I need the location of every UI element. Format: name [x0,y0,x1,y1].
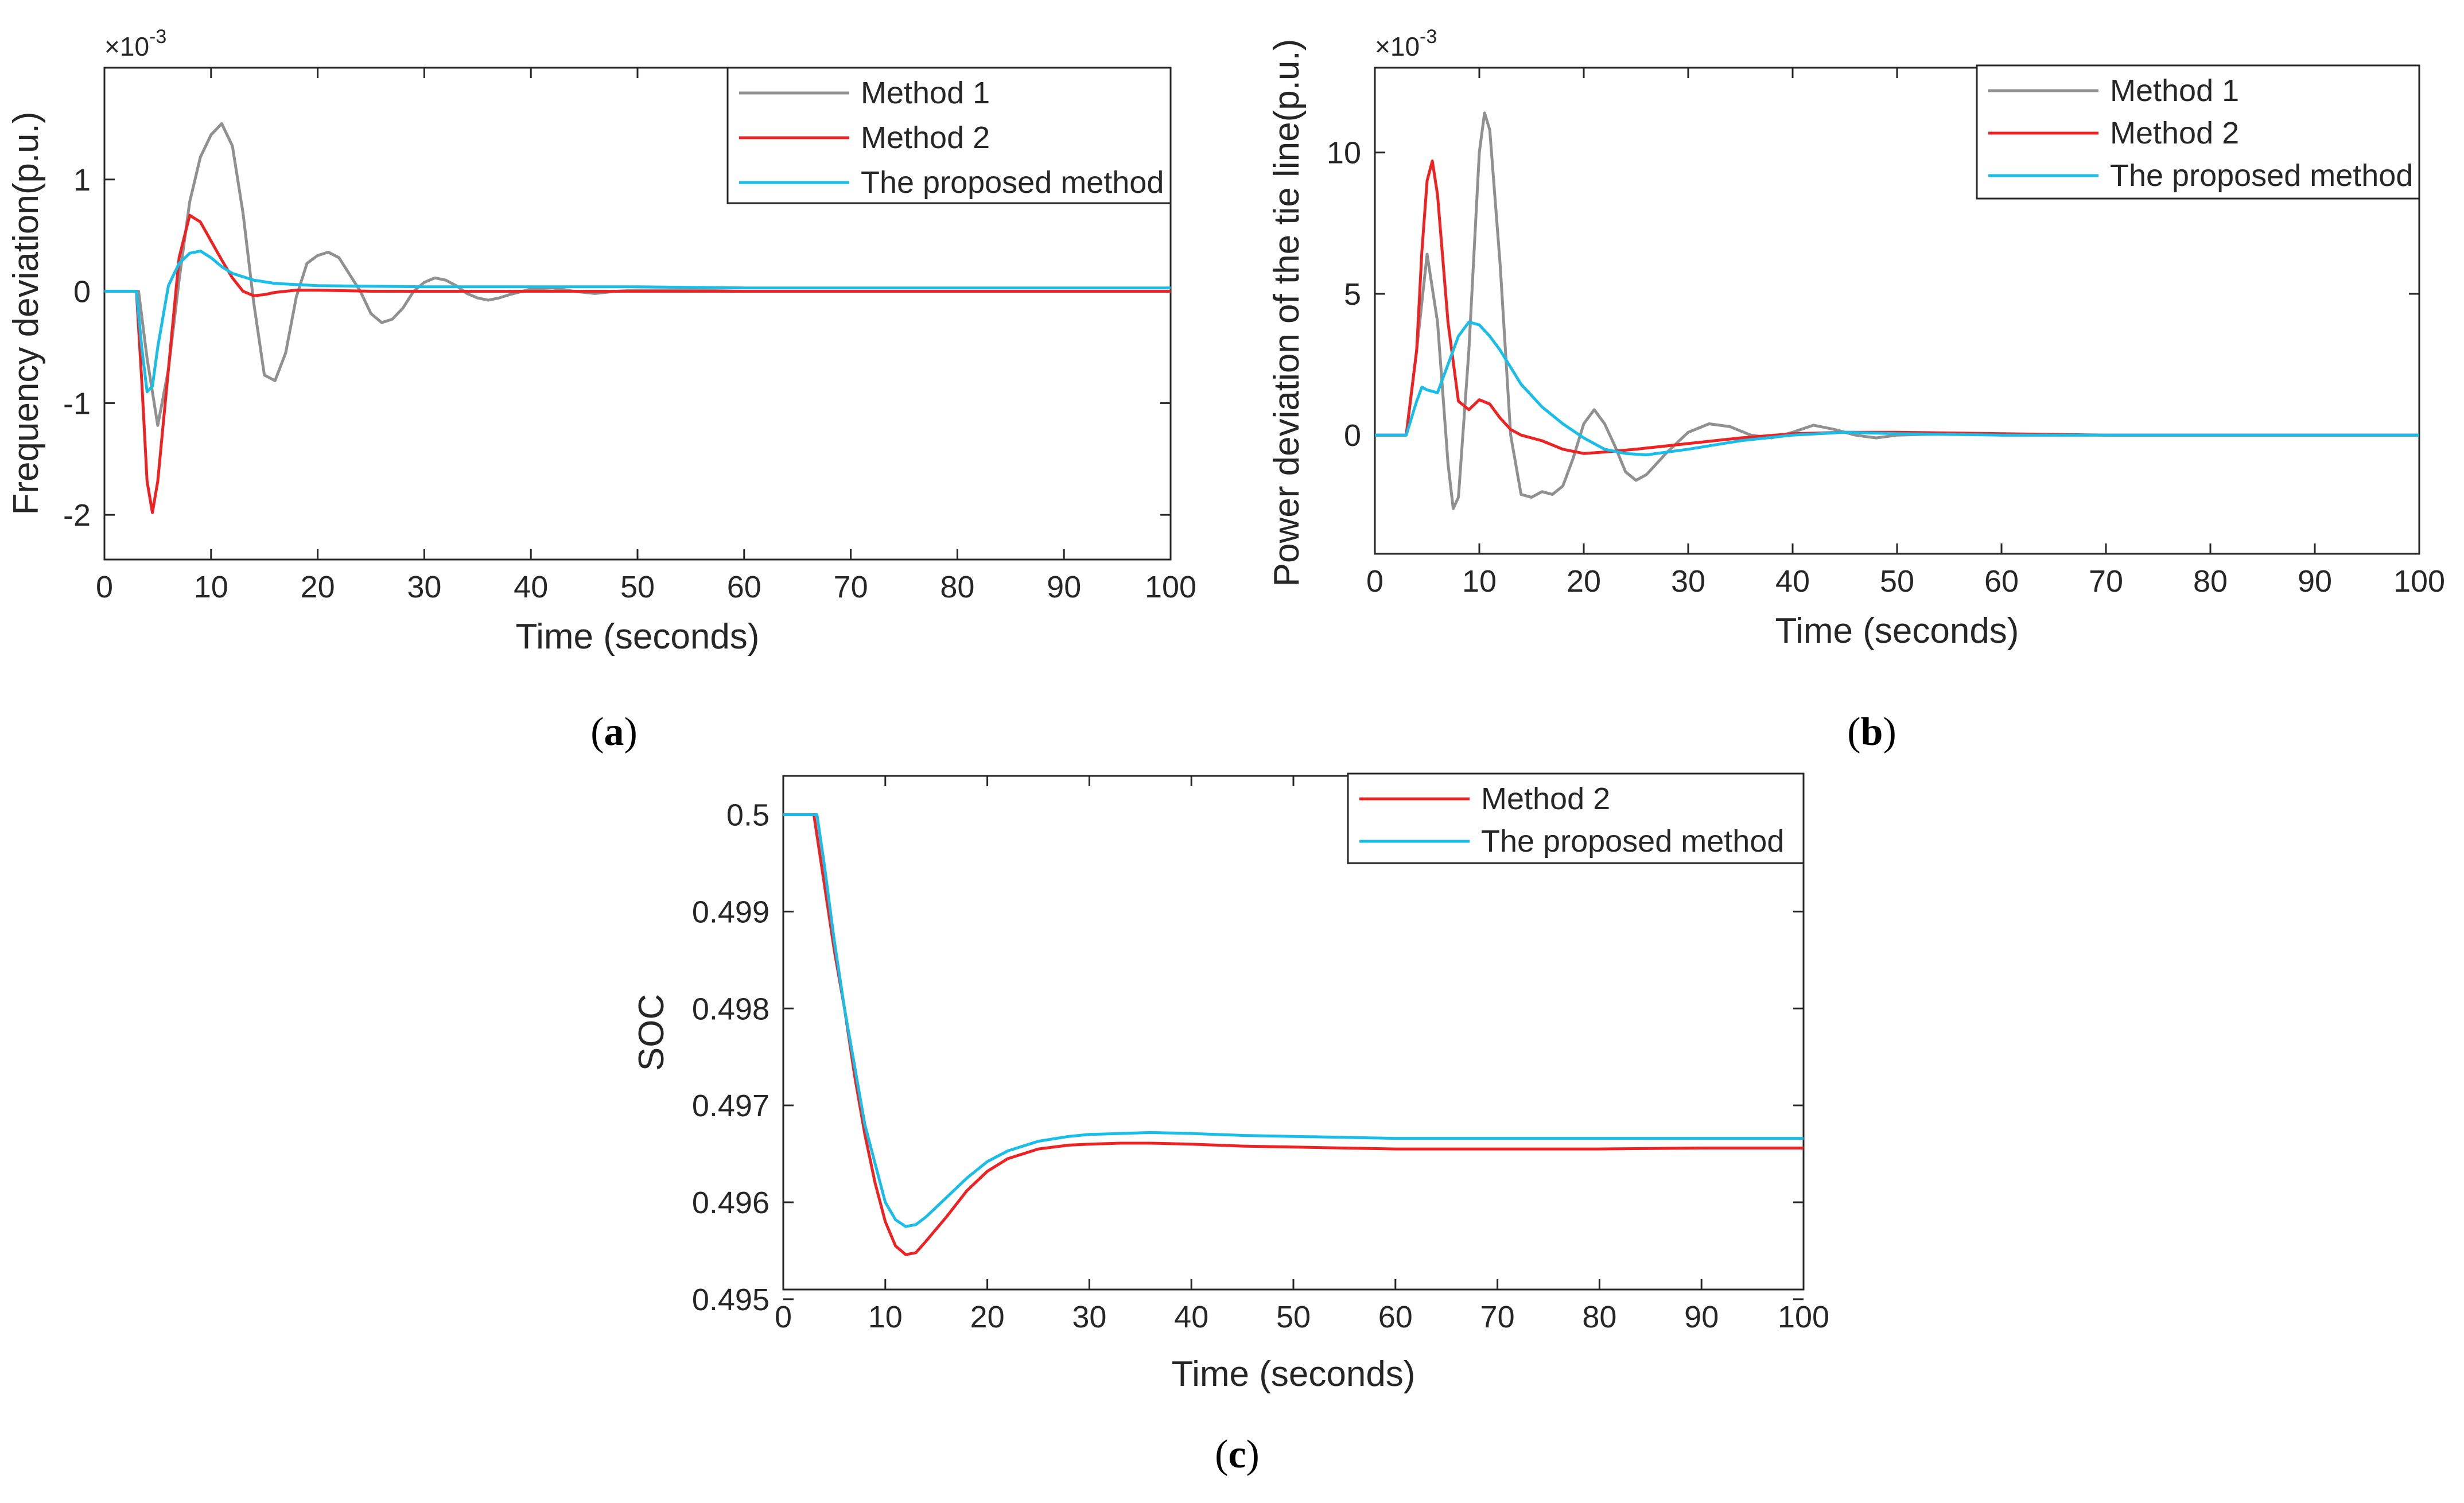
x-tick-label: 80 [1582,1300,1616,1334]
y-tick-label: 0.496 [692,1186,769,1220]
x-tick-label: 60 [727,570,761,604]
legend-entry-label: Method 2 [861,121,990,155]
x-tick-label: 30 [1072,1300,1106,1334]
panel-caption: (a) [590,710,638,754]
x-axis-label: Time (seconds) [1775,611,2019,651]
panel-c-chart: 0 10 20 30 40 50 60 70 80 90 100 0.495 0.496 0.497 0.4… [632,772,1829,1477]
legend-box [726,67,1172,204]
y-tick-label: -1 [63,386,91,421]
legend-entry-label: The proposed method [1481,824,1784,859]
legend-box [1347,772,1805,864]
y-tick-label: 0 [1344,418,1361,453]
series-group [104,122,1171,514]
y-tick-label: 10 [1327,136,1361,170]
x-tick-label: 10 [868,1300,903,1334]
x-tick-label: 90 [2298,564,2332,599]
x-tick-label: 0 [1366,564,1383,599]
y-axis-label: SOC [632,994,671,1071]
y-tick-label: 0.497 [692,1089,769,1123]
x-tick-label: 70 [2089,564,2123,599]
x-tick-label: 20 [301,570,335,604]
x-tick-label: 30 [1671,564,1705,599]
legend-entry-label: The proposed method [2110,158,2413,193]
x-tick-label: 40 [1174,1300,1208,1334]
legend-entry-label: Method 2 [1481,782,1610,816]
y-tick-label: 0.5 [726,798,769,833]
series-line-proposed [1375,320,2419,457]
series-line-method1 [104,122,1171,427]
x-tick-label: 0 [775,1300,792,1334]
x-tick-label: 80 [940,570,974,604]
x-tick-label: 0 [96,570,113,604]
panel-caption: (b) [1847,710,1896,754]
x-tick-label: 50 [1276,1300,1311,1334]
x-tick-label: 100 [2393,564,2445,599]
x-tick-label: 40 [514,570,548,604]
legend-entry-label: The proposed method [861,165,1164,200]
x-tick-label: 30 [407,570,441,604]
x-tick-label: 60 [1378,1300,1413,1334]
x-tick-label: 80 [2193,564,2228,599]
y-tick-label: 5 [1344,277,1361,312]
x-tick-label: 10 [194,570,228,604]
y-tick-label: 1 [73,163,91,197]
legend-entry-label: Method 2 [2110,116,2239,150]
series-line-method2 [783,813,1804,1256]
x-tick-label: 100 [1778,1300,1829,1334]
series-group [783,813,1804,1256]
x-tick-label: 90 [1684,1300,1719,1334]
series-line-proposed [104,249,1171,394]
x-tick-label: 50 [1880,564,1914,599]
y-tick-label: 0.499 [692,895,769,929]
x-axis-label: Time (seconds) [516,617,760,657]
x-tick-label: 60 [1984,564,2019,599]
x-tick-label: 90 [1047,570,1081,604]
y-tick-label: 0.498 [692,992,769,1026]
y-tick-label: 0.495 [692,1283,769,1317]
axis-exponent-label: ×10-3 [104,26,166,61]
y-tick-label: -2 [63,498,91,533]
x-tick-label: 40 [1775,564,1810,599]
x-tick-label: 20 [970,1300,1005,1334]
axis-exponent-label: ×10-3 [1375,26,1437,61]
panel-caption: (c) [1215,1432,1260,1477]
series-line-method1 [1375,111,2419,510]
y-tick-label: 0 [73,275,91,309]
x-tick-label: 10 [1462,564,1497,599]
x-tick-label: 50 [620,570,655,604]
series-group [1375,111,2419,510]
series-line-proposed [783,813,1804,1228]
x-tick-label: 70 [1480,1300,1515,1334]
legend: Method 1 Method 2 The proposed method [726,67,1172,204]
y-axis-label: Power deviation of the tie line(p.u.) [1267,39,1307,587]
x-axis-label: Time (seconds) [1172,1354,1416,1394]
x-tick-label: 20 [1567,564,1601,599]
series-line-method2 [104,213,1171,514]
legend-entry-label: Method 1 [2110,73,2239,108]
panel-a-chart: 0 10 20 30 40 50 60 70 80 90 100 -2 -1 0 1 ×10-3 Method … [6,26,1196,754]
legend: Method 1 Method 2 The proposed method [1976,64,2420,200]
legend: Method 2 The proposed method [1347,772,1805,864]
x-tick-label: 70 [834,570,868,604]
y-axis-label: Frequency deviation(p.u.) [6,111,46,515]
legend-entry-label: Method 1 [861,76,990,110]
x-tick-label: 100 [1145,570,1196,604]
